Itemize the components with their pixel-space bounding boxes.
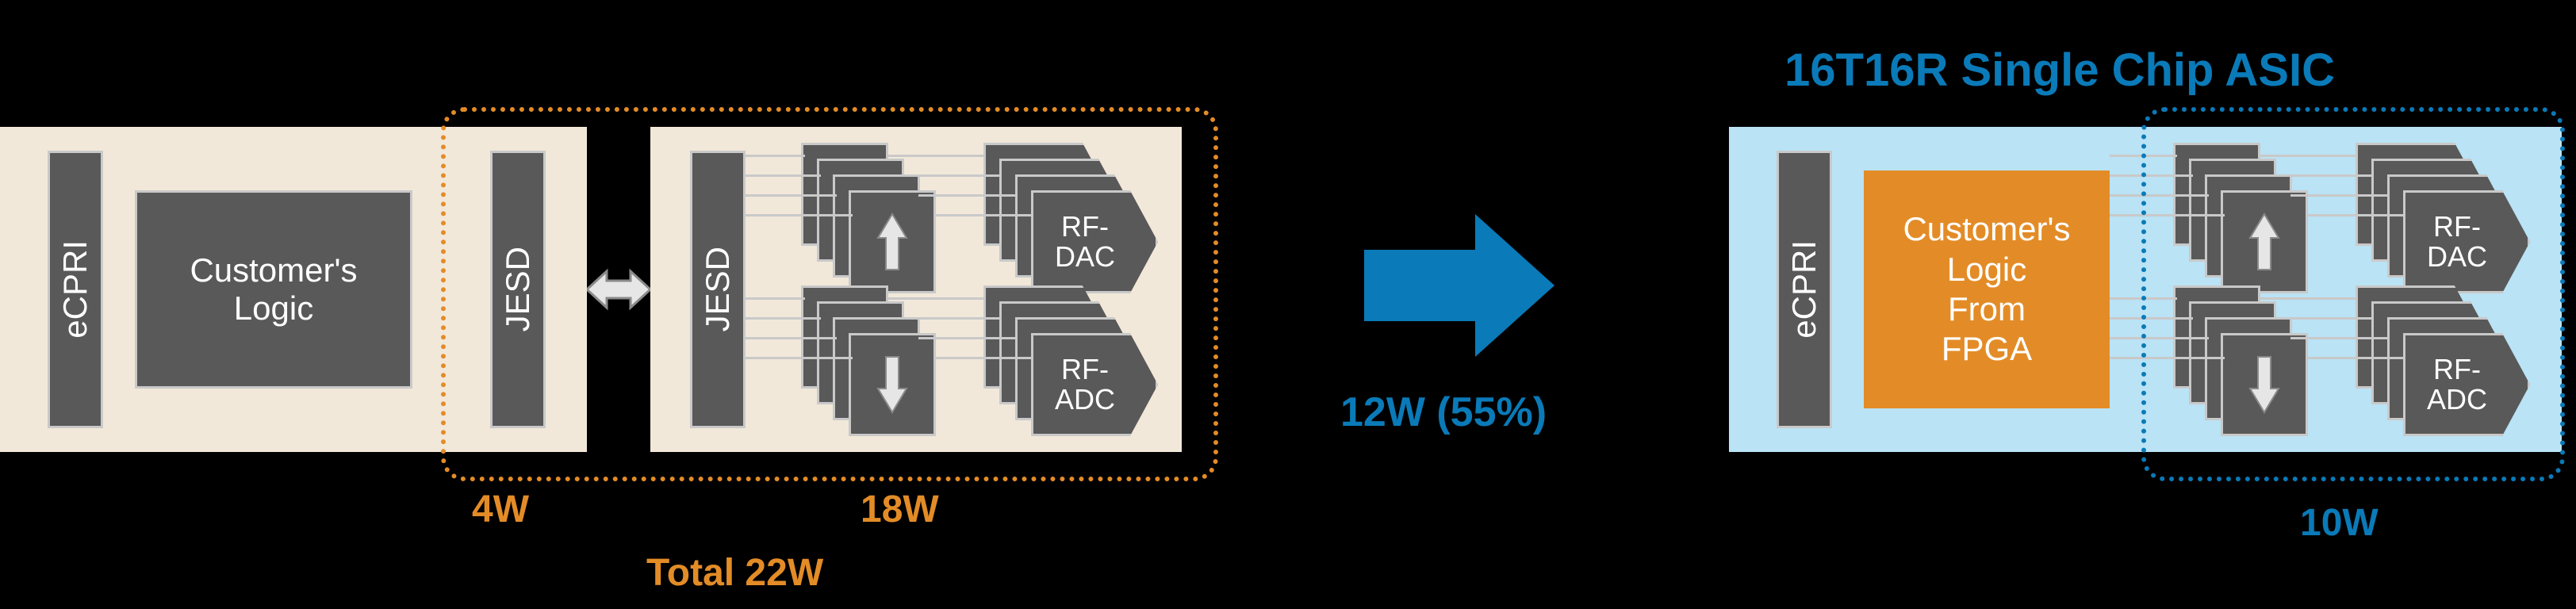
bus [746, 297, 805, 300]
bus [2110, 317, 2193, 320]
bus [2110, 214, 2225, 216]
right-logic-label: Customer's Logic From FPGA [1903, 209, 2070, 370]
right-dfe-dn-0 [2221, 333, 2308, 436]
bus [903, 317, 1002, 320]
transition-arrow-icon [1364, 206, 1554, 365]
bus [2306, 357, 2405, 359]
bus [2110, 357, 2225, 359]
down-arrow-icon [2248, 353, 2280, 416]
left-p1: 4W [472, 488, 529, 531]
bus [887, 297, 986, 300]
bus [887, 155, 986, 157]
left-dfe-dn-0 [849, 333, 936, 436]
bus [918, 194, 1018, 197]
bus [746, 317, 821, 320]
right-title: 16T16R Single Chip ASIC [1784, 44, 2335, 97]
bus [2110, 337, 2209, 339]
right-dfe-up-0 [2221, 190, 2308, 293]
bus [2110, 194, 2209, 197]
bus [2290, 337, 2390, 339]
right-ecpri: eCPRI [1777, 151, 1832, 428]
bus [934, 357, 1033, 359]
up-arrow-icon [876, 210, 908, 274]
left-jesd1-label: JESD [499, 247, 537, 331]
bus [2110, 155, 2177, 157]
left-jesd2: JESD [690, 151, 746, 428]
bus [903, 174, 1002, 177]
center-reduction: 12W (55%) [1340, 389, 1547, 436]
jesd-bidir-arrow-icon [587, 262, 650, 317]
bus [2275, 174, 2374, 177]
bus [2110, 297, 2177, 300]
left-p2: 18W [861, 488, 939, 531]
bus [746, 357, 853, 359]
bus [2306, 214, 2405, 216]
up-arrow-icon [2248, 210, 2280, 274]
left-ecpri-label: eCPRI [56, 240, 94, 339]
right-rfadc-label: RF- ADC [2427, 354, 2487, 415]
left-jesd2-label: JESD [699, 247, 737, 331]
diagram-root: eCPRI Customer's Logic JESD JESD RF- DAC [0, 0, 2576, 609]
bus [746, 337, 837, 339]
left-logic: Customer's Logic [135, 190, 412, 389]
right-power: 10W [2300, 501, 2379, 545]
left-jesd1: JESD [490, 151, 546, 428]
left-rfdac-label: RF- DAC [1055, 212, 1115, 272]
right-logic: Customer's Logic From FPGA [1864, 170, 2110, 408]
bus [918, 337, 1018, 339]
bus [746, 174, 821, 177]
left-rfadc-label: RF- ADC [1055, 354, 1115, 415]
bus [934, 214, 1033, 216]
left-ecpri: eCPRI [48, 151, 103, 428]
right-ecpri-label: eCPRI [1785, 240, 1823, 339]
bus [2259, 155, 2358, 157]
down-arrow-icon [876, 353, 908, 416]
bus [746, 194, 837, 197]
bus [2259, 297, 2358, 300]
left-logic-label: Customer's Logic [190, 251, 357, 328]
bus [2110, 174, 2193, 177]
bus [746, 214, 853, 216]
bus [2290, 194, 2390, 197]
right-rfdac-label: RF- DAC [2427, 212, 2487, 272]
left-dfe-up-0 [849, 190, 936, 293]
bus [2275, 317, 2374, 320]
bus [746, 155, 805, 157]
left-total: Total 22W [646, 551, 823, 595]
